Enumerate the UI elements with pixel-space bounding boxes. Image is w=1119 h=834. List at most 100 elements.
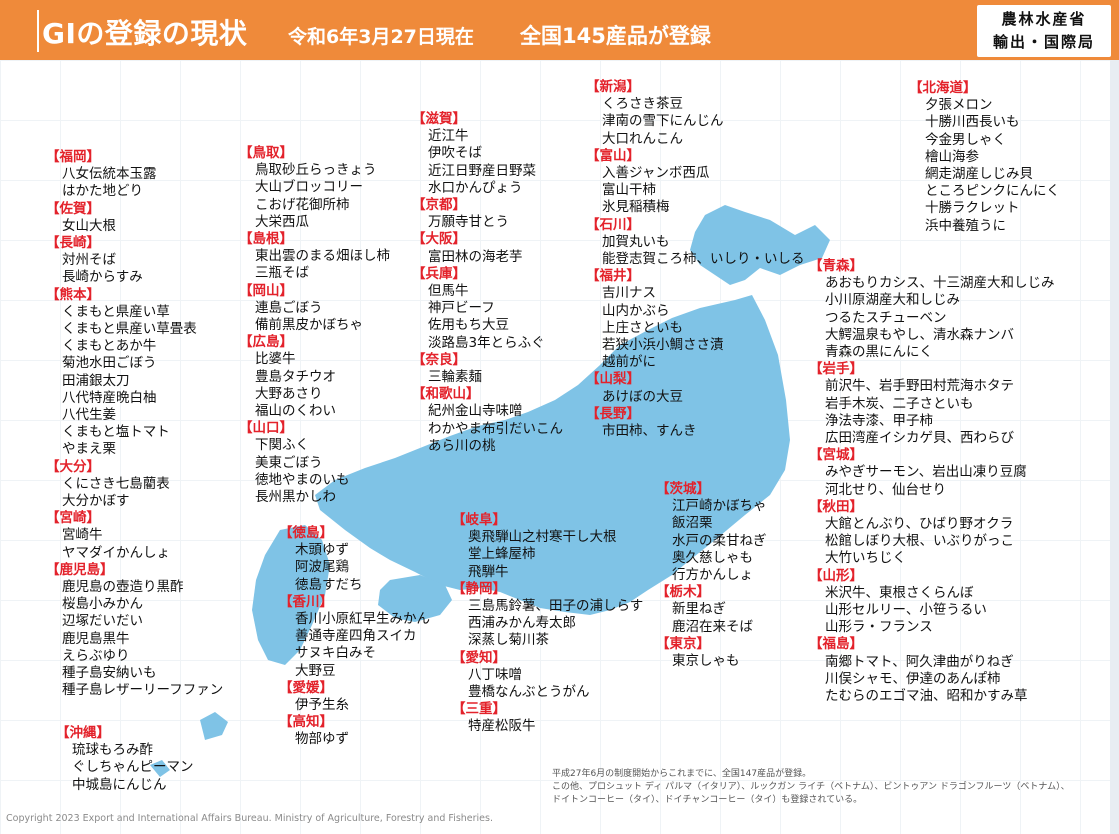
product-item: 深蒸し菊川茶 [468, 632, 549, 649]
product-item: くろさき茶豆 [602, 96, 683, 113]
product-item: 下関ふく [255, 437, 309, 454]
product-item: 三島馬鈴薯、田子の浦しらす [468, 598, 644, 615]
map-honshu [315, 295, 790, 615]
region-title: 【兵庫】 [412, 265, 466, 282]
product-item: 広田湾産イシカゲ貝、西わらび [825, 430, 1014, 447]
product-item: 岩手木炭、二子さといも [825, 395, 974, 412]
product-item: 万願寺甘とう [428, 214, 509, 231]
product-item: 長崎からすみ [62, 269, 143, 286]
product-item: 奥飛騨山之村寒干し大根 [468, 529, 617, 546]
product-item: はかた地どり [62, 183, 143, 200]
region-title: 【宮崎】 [46, 510, 100, 527]
product-item: 菊池水田ごぼう [62, 355, 157, 372]
region-title: 【鹿児島】 [46, 561, 114, 578]
product-item: 種子島レザーリーフファン [62, 682, 224, 699]
product-item: 東京しゃも [672, 653, 740, 670]
product-item: 豊島タチウオ [255, 368, 336, 385]
japan-map [150, 205, 830, 777]
product-item: 八代特産晩白柚 [62, 389, 157, 406]
product-item: 山形ラ・フランス [825, 619, 933, 636]
product-item: 松館しぼり大根、いぶりがっこ [825, 533, 1014, 550]
region-title: 【沖縄】 [56, 725, 110, 741]
product-item: 大分かぼす [62, 493, 130, 510]
region-title: 【愛知】 [452, 649, 506, 666]
region-title: 【山梨】 [586, 371, 640, 388]
region-title: 【長野】 [586, 405, 640, 422]
product-item: 浜中養殖うに [925, 217, 1006, 234]
footnote-line: この他、プロシュット ディ パルマ（イタリア）、ルックガン ライチ（ベトナム）、… [552, 782, 1070, 792]
product-item: くまもと県産い草畳表 [62, 321, 197, 338]
product-item: あけぼの大豆 [602, 388, 683, 405]
product-item: 紀州金山寺味噌 [428, 403, 523, 420]
region-tohoku: 【青森】 あおもりカシス、十三湖産大和しじみ 小川原湖産大和しじみ つるたスチュ… [809, 258, 1055, 705]
region-title: 【三重】 [452, 701, 506, 718]
region-fukuoka: 【福岡】 八女伝統本玉露 はかた地どり 【佐賀】 女山大根 【長崎】 対州そば … [46, 149, 224, 700]
product-item: 備前黒皮かぼちゃ [255, 317, 363, 334]
product-item: 近江牛 [428, 128, 469, 145]
product-item: 能登志賀ころ柿、いしり・いしる [602, 251, 805, 268]
product-item: 津南の雪下にんじん [602, 113, 724, 130]
product-item: 八丁味噌 [468, 666, 522, 683]
product-item: ヤマダイかんしょ [62, 544, 170, 561]
header-bar: GIの登録の現状 令和6年3月27日現在 全国145産品が登録 農林水産省 輸出… [0, 0, 1119, 60]
product-item: 大野あさり [255, 385, 323, 402]
product-item: 加賀丸いも [602, 233, 670, 250]
product-item: 美東ごぼう [255, 454, 323, 471]
product-item: 市田柿、すんき [602, 423, 697, 440]
product-item: たむらのエゴマ油、昭和かすみ草 [825, 688, 1028, 705]
region-title: 【新潟】 [586, 79, 640, 95]
product-item: えらぶゆり [62, 647, 130, 664]
page-date: 令和6年3月27日現在 [288, 26, 474, 48]
region-title: 【静岡】 [452, 580, 506, 597]
product-item: 越前がに [602, 354, 656, 371]
region-chugoku: 【鳥取】 鳥取砂丘らっきょう 大山ブロッコリー こおげ花御所柿 大栄西瓜 【島根… [239, 145, 390, 506]
product-item: 西浦みかん寿太郎 [468, 615, 576, 632]
product-item: 八女伝統本玉露 [62, 166, 157, 183]
headline: 全国145産品が登録 [520, 24, 711, 48]
product-item: 堂上蜂屋柿 [468, 546, 536, 563]
region-title: 【福岡】 [46, 149, 100, 165]
product-item: くまもとあか牛 [62, 338, 157, 355]
region-chubu-south: 【岐阜】 奥飛騨山之村寒干し大根 堂上蜂屋柿 飛騨牛 【静岡】 三島馬鈴薯、田子… [452, 512, 644, 736]
product-item: 伊吹そば [428, 145, 482, 162]
product-item: 物部ゆず [295, 731, 349, 748]
region-title: 【東京】 [656, 635, 710, 652]
product-item: 大竹いちじく [825, 550, 906, 567]
product-item: 大野豆 [295, 662, 336, 679]
product-item: みやぎサーモン、岩出山凍り豆腐 [825, 464, 1027, 481]
region-title: 【秋田】 [809, 498, 863, 515]
product-item: 奥久慈しゃも [672, 549, 753, 566]
product-item: 水戸の柔甘ねぎ [672, 532, 767, 549]
product-item: 阿波尾鶏 [295, 559, 349, 576]
product-item: 佐用もち大豆 [428, 317, 509, 334]
product-item: 鹿沼在来そば [672, 618, 753, 635]
region-title: 【徳島】 [279, 525, 333, 541]
region-title: 【熊本】 [46, 286, 100, 303]
product-item: 大栄西瓜 [255, 213, 309, 230]
product-item: 種子島安納いも [62, 665, 157, 682]
title-divider [37, 10, 39, 52]
product-item: 十勝ラクレット [925, 200, 1020, 217]
region-kanto: 【茨城】 江戸崎かぼちゃ 飯沼栗 水戸の柔甘ねぎ 奥久慈しゃも 行方かんしょ 【… [656, 481, 767, 670]
region-title: 【福井】 [586, 268, 640, 285]
product-item: くにさき七島藺表 [62, 475, 170, 492]
product-item: 山形セルリー、小笹うるい [825, 602, 987, 619]
product-item: 山内かぶら [602, 302, 670, 319]
product-item: 善通寺産四角スイカ [295, 628, 417, 645]
product-item: 入善ジャンボ西瓜 [602, 165, 710, 182]
region-title: 【福島】 [809, 636, 863, 653]
region-title: 【北海道】 [909, 80, 977, 96]
product-item: やまえ栗 [62, 441, 116, 458]
product-item: 檜山海参 [925, 148, 979, 165]
product-item: 香川小原紅早生みかん [295, 611, 430, 628]
product-item: 川俣シャモ、伊達のあんぽ柿 [825, 670, 1001, 687]
map-okinawa [200, 712, 228, 740]
product-item: 淡路島3年とらふぐ [428, 334, 545, 351]
product-item: 鹿児島の壺造り黒酢 [62, 579, 184, 596]
product-item: 連島ごぼう [255, 299, 323, 316]
product-item: 大山ブロッコリー [255, 179, 363, 196]
region-title: 【山口】 [239, 420, 293, 437]
product-item: 吉川ナス [602, 285, 656, 302]
region-title: 【岩手】 [809, 361, 863, 378]
product-item: ぐしちゃんピーマン [72, 759, 194, 776]
